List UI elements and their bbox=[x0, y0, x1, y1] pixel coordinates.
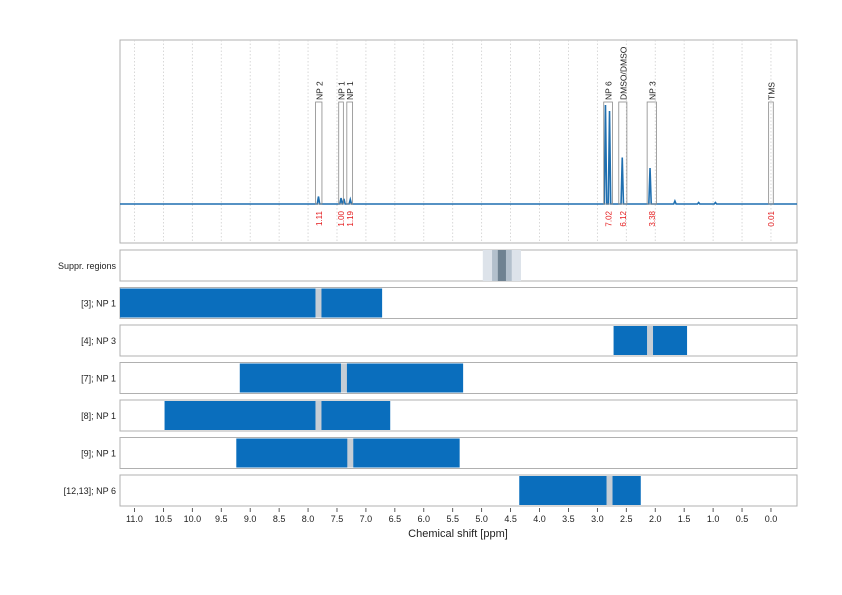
range-bar bbox=[120, 288, 383, 318]
track-row: [9]; NP 1 bbox=[81, 437, 798, 469]
x-tick-label: 7.0 bbox=[360, 514, 373, 524]
x-axis: 11.0 10.5 10.0 9.5 9.0 8.5 8.0 7.5 7.0 6.5 6.0 5.5 5… bbox=[126, 508, 777, 524]
x-tick-label: 0.0 bbox=[765, 514, 778, 524]
integral-value: 6.12 bbox=[619, 210, 628, 226]
x-tick-label: 5.5 bbox=[446, 514, 459, 524]
track-row: [12,13]; NP 6 bbox=[64, 474, 798, 507]
x-axis-title: Chemical shift [ppm] bbox=[408, 528, 508, 540]
x-tick-label: 2.5 bbox=[620, 514, 633, 524]
x-tick-label: 10.5 bbox=[155, 514, 173, 524]
annotation-box bbox=[338, 101, 344, 205]
annotation-box bbox=[618, 101, 628, 205]
x-tick-label: 2.0 bbox=[649, 514, 662, 524]
range-bar bbox=[164, 401, 391, 430]
x-tick-label: 1.5 bbox=[678, 514, 691, 524]
integral-value: 1.19 bbox=[346, 210, 355, 226]
x-tick-label: 4.5 bbox=[504, 514, 517, 524]
track-label: [9]; NP 1 bbox=[81, 449, 116, 459]
track-label: [12,13]; NP 6 bbox=[64, 486, 116, 496]
range-gap bbox=[340, 363, 347, 393]
spectrum-panel: NP 2 1.11 NP 1 1.00 NP 1 1.19 NP 6 7.02 DMSO/DMS… bbox=[119, 39, 798, 244]
x-tick-label: 10.0 bbox=[184, 514, 202, 524]
track-row: [7]; NP 1 bbox=[81, 362, 798, 394]
track-row: [4]; NP 3 bbox=[81, 324, 798, 357]
track-label: [8]; NP 1 bbox=[81, 411, 116, 421]
x-tick-label: 7.5 bbox=[331, 514, 344, 524]
x-tick-label: 9.0 bbox=[244, 514, 257, 524]
annotation-label: NP 3 bbox=[647, 81, 657, 100]
track-row: [3]; NP 1 bbox=[81, 287, 798, 319]
annotation-label: NP 1 bbox=[345, 81, 355, 100]
integral-value: 3.38 bbox=[648, 210, 657, 226]
track-frame bbox=[119, 324, 798, 357]
track-row: [8]; NP 1 bbox=[81, 399, 798, 432]
x-tick-label: 11.0 bbox=[126, 514, 143, 524]
x-tick-label: 4.0 bbox=[533, 514, 546, 524]
annotation-box bbox=[646, 101, 657, 205]
range-bar bbox=[519, 476, 641, 505]
x-tick-label: 0.5 bbox=[736, 514, 749, 524]
range-gap bbox=[315, 288, 322, 318]
range-gap bbox=[647, 326, 654, 355]
track-frame bbox=[119, 249, 798, 282]
annotation-box bbox=[346, 101, 354, 205]
x-tick-label: 6.5 bbox=[389, 514, 402, 524]
range-gap bbox=[347, 438, 354, 468]
track-label: [4]; NP 3 bbox=[81, 336, 116, 346]
range-bar bbox=[239, 363, 464, 393]
annotation-label: DMSO/DMSO bbox=[618, 46, 628, 100]
x-tick-label: 8.0 bbox=[302, 514, 315, 524]
range-tracks: Suppr. regions [3]; NP 1 [4]; NP 3 [7]; NP … bbox=[58, 249, 798, 507]
x-tick-label: 5.0 bbox=[475, 514, 488, 524]
x-tick-label: 3.5 bbox=[562, 514, 575, 524]
annotation-label: NP 1 bbox=[337, 81, 347, 100]
integral-value: 1.11 bbox=[315, 210, 324, 226]
range-gap bbox=[606, 476, 613, 505]
integral-value: 1.00 bbox=[337, 210, 346, 226]
track-label: Suppr. regions bbox=[58, 261, 117, 271]
annotation-label: NP 2 bbox=[314, 81, 324, 100]
track-label: [7]; NP 1 bbox=[81, 374, 116, 384]
x-tick-label: 9.5 bbox=[215, 514, 228, 524]
spectrum-line bbox=[120, 104, 797, 205]
annotation-box bbox=[768, 101, 774, 205]
annotation-box bbox=[603, 101, 613, 205]
track-label: [3]; NP 1 bbox=[81, 299, 116, 309]
x-tick-label: 1.0 bbox=[707, 514, 720, 524]
annotation-label: TMS bbox=[766, 82, 776, 100]
annotation-label: NP 6 bbox=[604, 81, 614, 100]
track-frame bbox=[119, 474, 798, 507]
track-row: Suppr. regions bbox=[58, 249, 798, 282]
integral-value: 0.01 bbox=[767, 210, 776, 226]
annotation-box bbox=[315, 101, 323, 205]
suppression-band bbox=[497, 250, 506, 281]
integral-value: 7.02 bbox=[604, 210, 613, 226]
x-tick-label: 6.0 bbox=[418, 514, 431, 524]
range-gap bbox=[315, 401, 322, 430]
x-tick-label: 8.5 bbox=[273, 514, 286, 524]
x-tick-label: 3.0 bbox=[591, 514, 604, 524]
